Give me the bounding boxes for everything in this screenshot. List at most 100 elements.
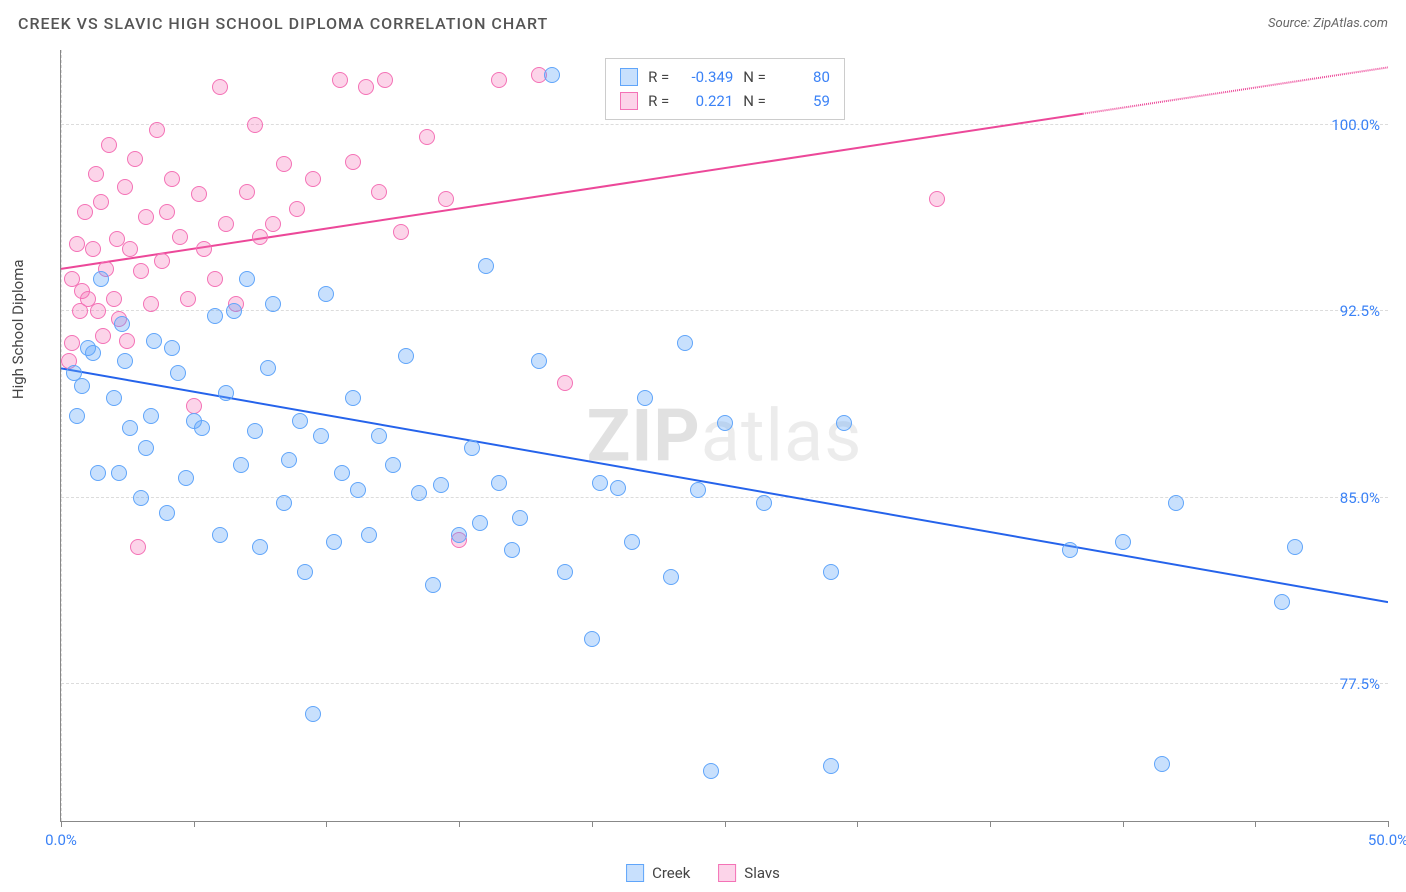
scatter-point	[531, 353, 547, 369]
scatter-point	[345, 390, 361, 406]
stats-legend-box: R =-0.349 N =80 R =0.221 N =59	[605, 58, 845, 120]
scatter-point	[836, 415, 852, 431]
legend-item-creek: Creek	[626, 864, 690, 882]
gridline-v	[61, 50, 62, 821]
scatter-point	[88, 166, 104, 182]
scatter-point	[218, 216, 234, 232]
xtick	[1255, 821, 1256, 827]
stats-row-creek: R =-0.349 N =80	[620, 65, 830, 89]
scatter-point	[823, 564, 839, 580]
scatter-point	[464, 440, 480, 456]
scatter-point	[64, 335, 80, 351]
scatter-point	[584, 631, 600, 647]
scatter-point	[260, 360, 276, 376]
scatter-point	[85, 345, 101, 361]
scatter-point	[425, 577, 441, 593]
scatter-point	[491, 72, 507, 88]
scatter-point	[305, 171, 321, 187]
scatter-point	[212, 527, 228, 543]
scatter-point	[218, 385, 234, 401]
scatter-point	[159, 505, 175, 521]
scatter-point	[334, 465, 350, 481]
scatter-point	[438, 191, 454, 207]
legend-item-slavs: Slavs	[718, 864, 780, 882]
scatter-point	[358, 79, 374, 95]
ytick-label: 92.5%	[1340, 302, 1380, 320]
xtick	[1388, 821, 1389, 827]
scatter-point	[756, 495, 772, 511]
xtick	[592, 821, 593, 827]
scatter-point	[1168, 495, 1184, 511]
xtick	[194, 821, 195, 827]
scatter-point	[85, 241, 101, 257]
scatter-point	[106, 390, 122, 406]
scatter-point	[146, 333, 162, 349]
scatter-point	[170, 365, 186, 381]
scatter-point	[117, 179, 133, 195]
scatter-point	[106, 291, 122, 307]
xtick	[459, 821, 460, 827]
scatter-point	[504, 542, 520, 558]
xtick	[857, 821, 858, 827]
source-label: Source: ZipAtlas.com	[1268, 16, 1388, 31]
scatter-point	[361, 527, 377, 543]
scatter-point	[1115, 534, 1131, 550]
scatter-point	[305, 706, 321, 722]
scatter-point	[154, 253, 170, 269]
scatter-point	[823, 758, 839, 774]
scatter-point	[207, 271, 223, 287]
swatch-creek	[620, 68, 638, 86]
xtick	[61, 821, 62, 827]
scatter-point	[1287, 539, 1303, 555]
scatter-point	[77, 204, 93, 220]
scatter-point	[119, 333, 135, 349]
gridline-h	[61, 683, 1388, 684]
scatter-point	[101, 137, 117, 153]
scatter-point	[332, 72, 348, 88]
scatter-point	[345, 154, 361, 170]
scatter-point	[247, 117, 263, 133]
scatter-point	[172, 229, 188, 245]
scatter-point	[143, 408, 159, 424]
swatch-slavs	[620, 92, 638, 110]
legend-label-creek: Creek	[652, 864, 690, 882]
scatter-point	[159, 204, 175, 220]
xtick	[1123, 821, 1124, 827]
plot-area: ZIPatlas R =-0.349 N =80 R =0.221 N =59 …	[60, 50, 1388, 822]
ytick-label: 77.5%	[1340, 675, 1380, 693]
scatter-point	[186, 398, 202, 414]
ytick-label: 100.0%	[1331, 116, 1380, 134]
scatter-point	[313, 428, 329, 444]
xtick	[326, 821, 327, 827]
scatter-point	[180, 291, 196, 307]
scatter-point	[663, 569, 679, 585]
chart-title: CREEK VS SLAVIC HIGH SCHOOL DIPLOMA CORR…	[18, 14, 548, 33]
scatter-point	[90, 303, 106, 319]
scatter-point	[196, 241, 212, 257]
scatter-point	[433, 477, 449, 493]
scatter-point	[114, 316, 130, 332]
scatter-point	[122, 241, 138, 257]
scatter-point	[265, 296, 281, 312]
scatter-point	[164, 340, 180, 356]
scatter-point	[929, 191, 945, 207]
scatter-point	[544, 67, 560, 83]
scatter-point	[178, 470, 194, 486]
scatter-point	[297, 564, 313, 580]
xtick	[725, 821, 726, 827]
gridline-h	[61, 497, 1388, 498]
scatter-point	[111, 465, 127, 481]
scatter-point	[122, 420, 138, 436]
scatter-point	[717, 415, 733, 431]
scatter-point	[191, 186, 207, 202]
scatter-point	[398, 348, 414, 364]
scatter-point	[377, 72, 393, 88]
swatch-creek-bottom	[626, 864, 644, 882]
scatter-point	[289, 201, 305, 217]
stats-row-slavs: R =0.221 N =59	[620, 89, 830, 113]
scatter-point	[93, 271, 109, 287]
scatter-point	[247, 423, 263, 439]
scatter-point	[318, 286, 334, 302]
scatter-point	[226, 303, 242, 319]
watermark: ZIPatlas	[587, 393, 863, 478]
